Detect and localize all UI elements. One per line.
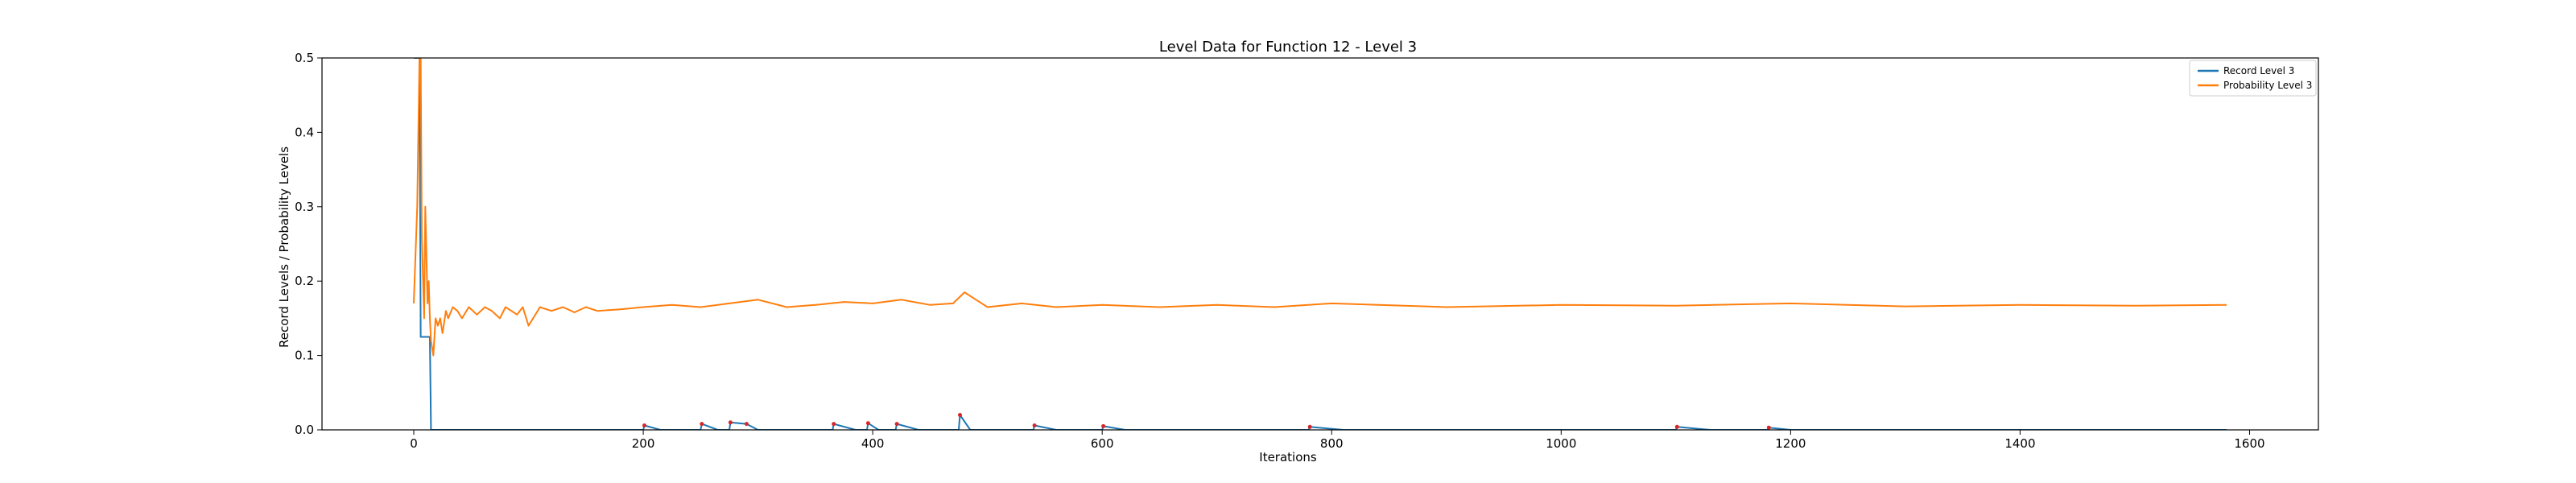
x-tick-label: 800 xyxy=(1320,436,1344,451)
y-tick-label: 0.2 xyxy=(295,274,314,288)
record-marker xyxy=(642,423,646,427)
record-marker xyxy=(1032,423,1037,427)
x-tick-label: 1400 xyxy=(2004,436,2035,451)
legend: Record Level 3 Probability Level 3 xyxy=(2189,60,2317,97)
legend-frame xyxy=(2189,60,2317,97)
record-marker xyxy=(700,422,704,427)
x-tick-label: 1600 xyxy=(2234,436,2264,451)
x-tick-label: 600 xyxy=(1091,436,1114,451)
series-line-probability xyxy=(413,58,2227,357)
x-tick-label: 0 xyxy=(410,436,418,451)
legend-label-record: Record Level 3 xyxy=(2223,65,2294,76)
record-marker xyxy=(832,422,836,427)
record-marker xyxy=(1766,425,1771,430)
y-tick-label: 0.5 xyxy=(295,51,314,65)
y-tick-label: 0.0 xyxy=(295,423,314,437)
x-tick-label: 200 xyxy=(632,436,655,451)
plot-area xyxy=(413,58,2227,430)
y-axis-label: Record Levels / Probability Levels xyxy=(277,147,291,348)
plot-frame xyxy=(321,57,2319,431)
series-line-record xyxy=(414,58,2227,430)
y-tick-label: 0.1 xyxy=(295,349,314,363)
x-axis-label: Iterations xyxy=(1259,450,1317,464)
record-marker xyxy=(865,421,870,426)
record-marker xyxy=(1307,424,1312,429)
axes: 0 200 400 600 800 1000 1200 1400 1600 0.0 0.1 0.2 0.… xyxy=(295,51,2319,451)
record-marker xyxy=(958,413,962,417)
x-tick-label: 1000 xyxy=(1546,436,1576,451)
record-marker xyxy=(744,422,749,427)
record-marker xyxy=(728,420,733,425)
x-tick-label: 1200 xyxy=(1775,436,1806,451)
y-tick-label: 0.3 xyxy=(295,200,314,214)
record-marker xyxy=(1674,424,1679,429)
legend-label-probability: Probability Level 3 xyxy=(2223,80,2312,91)
y-tick-label: 0.4 xyxy=(295,125,314,139)
chart-title: Level Data for Function 12 - Level 3 xyxy=(1159,39,1417,56)
record-marker xyxy=(894,422,899,427)
record-marker xyxy=(1101,423,1106,428)
x-tick-label: 400 xyxy=(861,436,885,451)
